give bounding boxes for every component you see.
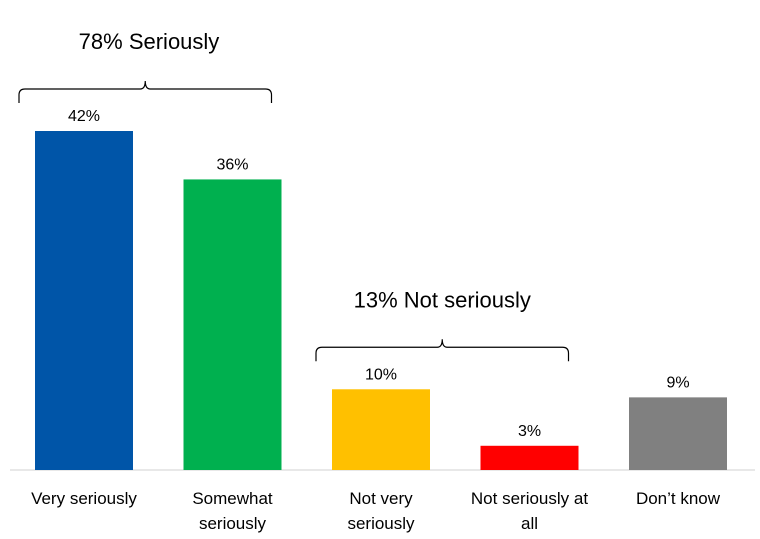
- category-label-0-0: Very seriously: [31, 489, 137, 508]
- value-label-1: 36%: [216, 156, 248, 173]
- annotation-label-0: 78% Seriously: [79, 29, 220, 54]
- value-label-2: 10%: [365, 366, 397, 383]
- bar-1: [183, 179, 282, 470]
- category-label-3-0: Not seriously at: [471, 489, 588, 508]
- bar-4: [629, 397, 727, 470]
- category-label-2-0: Not very: [349, 489, 413, 508]
- bar-3: [480, 445, 579, 470]
- value-label-4: 9%: [666, 374, 689, 391]
- category-label-3-1: all: [521, 514, 538, 533]
- category-label-1-1: seriously: [199, 514, 267, 533]
- category-label-2-1: seriously: [347, 514, 415, 533]
- category-label-4-0: Don’t know: [636, 489, 721, 508]
- bar-2: [332, 389, 430, 470]
- bar-0: [35, 131, 133, 470]
- value-label-0: 42%: [68, 108, 100, 125]
- brace-1: [315, 339, 570, 362]
- value-label-3: 3%: [518, 423, 541, 440]
- annotation-label-1: 13% Not seriously: [354, 287, 531, 312]
- category-label-1-0: Somewhat: [192, 489, 273, 508]
- brace-0: [18, 80, 273, 103]
